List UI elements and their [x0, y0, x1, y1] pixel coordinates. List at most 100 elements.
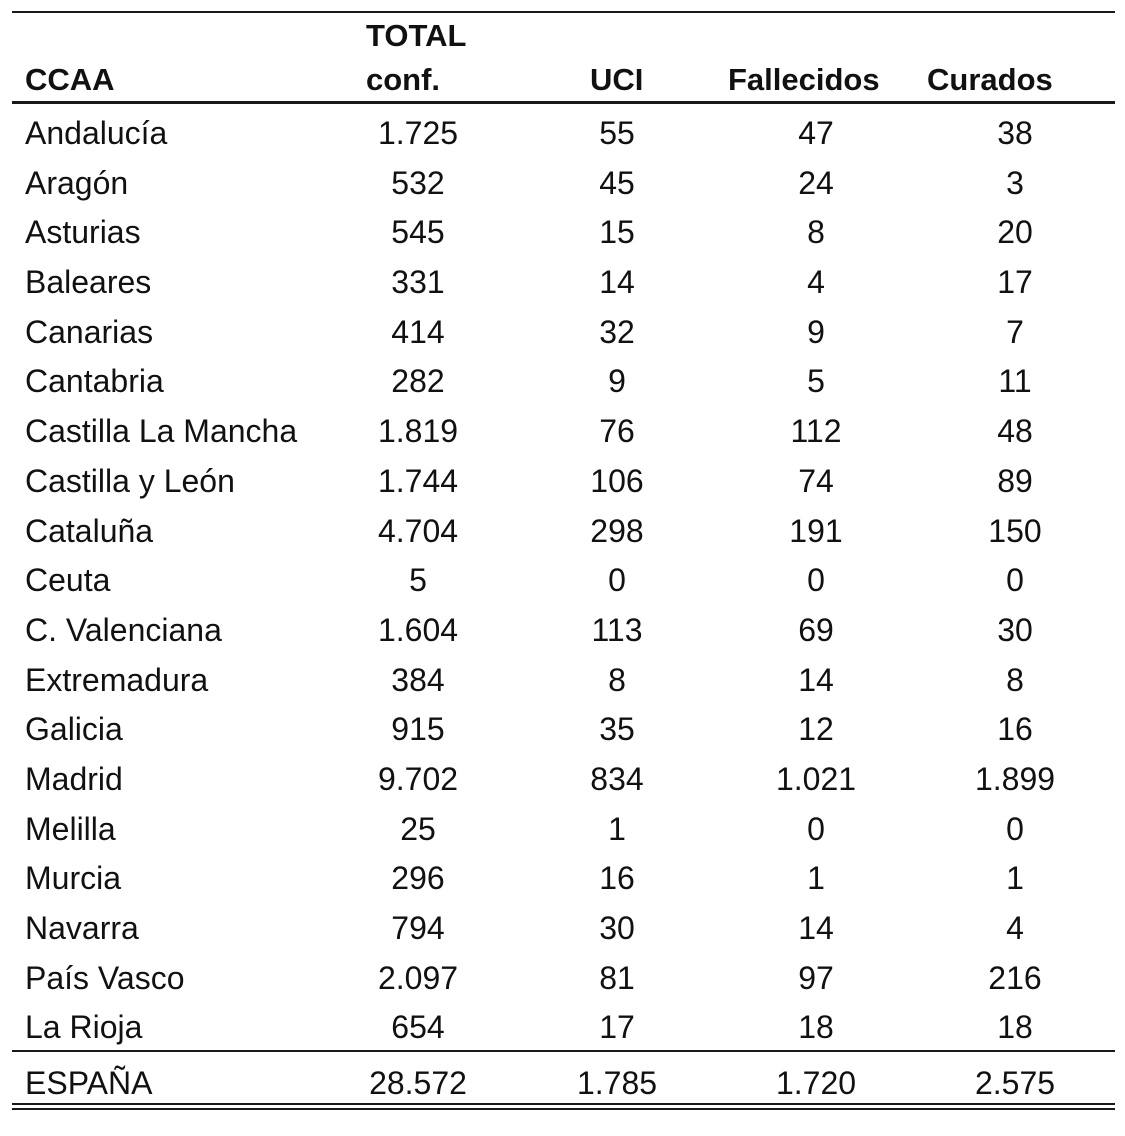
table-row: País Vasco 2.097 81 97 216 [0, 954, 1125, 1004]
table-row: Melilla 25 1 0 0 [0, 805, 1125, 855]
uci-cell: 0 [608, 562, 626, 599]
bottom-rule-upper [12, 1103, 1115, 1105]
curados-cell: 0 [1006, 562, 1024, 599]
header-rule [12, 101, 1115, 104]
total-confirmed-cell: 384 [391, 661, 445, 698]
ccaa-cell: Galicia [25, 711, 123, 748]
curados-cell: 20 [997, 214, 1033, 251]
curados-cell: 48 [997, 413, 1033, 450]
fallecidos-cell: 5 [807, 363, 825, 400]
curados-cell: 0 [1006, 810, 1024, 847]
total-confirmed-cell: 5 [409, 562, 427, 599]
curados-cell: 4 [1006, 910, 1024, 946]
fallecidos-cell: 47 [798, 115, 834, 151]
ccaa-cell: Ceuta [25, 562, 111, 599]
table-row: Madrid 9.702 834 1.021 1.899 [0, 755, 1125, 805]
fallecidos-cell: 18 [798, 1009, 834, 1046]
uci-cell: 14 [599, 264, 635, 301]
uci-cell: 45 [599, 164, 635, 201]
curados-cell: 11 [998, 363, 1032, 400]
header-fallecidos: Fallecidos [728, 62, 880, 97]
ccaa-cell: Aragón [25, 164, 129, 201]
header-uci: UCI [590, 62, 644, 97]
uci-cell: 1 [608, 810, 626, 847]
total-confirmed-cell: 1.604 [377, 611, 459, 648]
ccaa-cell: Cataluña [25, 512, 154, 549]
table-row: Canarias 414 32 9 7 [0, 308, 1125, 358]
fallecidos-cell: 0 [807, 810, 825, 847]
uci-cell: 834 [590, 760, 644, 797]
curados-cell: 18 [997, 1009, 1033, 1046]
ccaa-cell: Asturias [25, 214, 141, 251]
fallecidos-cell: 12 [798, 711, 834, 748]
uci-cell: 16 [599, 860, 635, 897]
total-confirmed-cell: 1.725 [377, 115, 459, 151]
uci-cell: 55 [599, 115, 635, 151]
ccaa-cell: Andalucía [25, 115, 168, 151]
uci-cell: 35 [599, 711, 635, 748]
uci-cell: 17 [599, 1009, 635, 1046]
curados-cell: 8 [1006, 661, 1024, 698]
ccaa-cell: C. Valenciana [25, 611, 222, 648]
total-confirmed-cell: 794 [391, 910, 445, 946]
uci-cell: 113 [591, 611, 643, 648]
curados-cell: 16 [997, 711, 1033, 748]
uci-cell: 81 [599, 959, 635, 996]
fallecidos-cell: 1.021 [775, 760, 857, 797]
total-fallecidos-cell: 1.720 [775, 1065, 857, 1101]
uci-cell: 30 [599, 910, 635, 946]
ccaa-cell: Castilla y León [25, 462, 235, 499]
fallecidos-cell: 191 [789, 512, 843, 549]
total-curados-cell: 2.575 [974, 1065, 1056, 1101]
total-confirmed-cell: 296 [391, 860, 445, 897]
table-row: Baleares 331 14 4 17 [0, 258, 1125, 308]
total-confirmed-cell: 654 [391, 1009, 445, 1046]
uci-cell: 106 [590, 462, 644, 499]
table-row: Cataluña 4.704 298 191 150 [0, 507, 1125, 557]
uci-cell: 76 [599, 413, 635, 450]
uci-cell: 32 [599, 313, 635, 350]
table-row: Galicia 915 35 12 16 [0, 705, 1125, 755]
total-uci-cell: 1.785 [576, 1065, 658, 1101]
header-total-line1: TOTAL [366, 18, 467, 53]
total-confirmed-cell: 4.704 [377, 512, 459, 549]
fallecidos-cell: 9 [807, 313, 825, 350]
curados-cell: 17 [997, 264, 1033, 301]
table-row: Asturias 545 15 8 20 [0, 208, 1125, 258]
curados-cell: 38 [997, 115, 1033, 151]
total-confirmed-cell: 25 [400, 810, 436, 847]
table-row: C. Valenciana 1.604 113 69 30 [0, 606, 1125, 656]
curados-cell: 3 [1006, 164, 1024, 201]
total-confirmed-cell: 331 [391, 264, 445, 301]
fallecidos-cell: 14 [798, 661, 834, 698]
ccaa-cell: Melilla [25, 810, 116, 847]
fallecidos-cell: 14 [798, 910, 834, 946]
ccaa-cell: Canarias [25, 313, 154, 350]
ccaa-cell: País Vasco [25, 959, 185, 996]
ccaa-cell: Castilla La Mancha [25, 413, 298, 450]
total-separator-rule [12, 1050, 1115, 1052]
table-row: La Rioja 654 17 18 18 [0, 1003, 1125, 1053]
total-confirmed-cell: 28.572 [369, 1065, 467, 1101]
curados-cell: 1 [1006, 860, 1024, 897]
total-confirmed-cell: 1.744 [377, 462, 459, 499]
curados-cell: 150 [988, 512, 1042, 549]
table-row: Aragón 532 45 24 3 [0, 159, 1125, 209]
bottom-rule-lower [12, 1108, 1115, 1110]
header-curados: Curados [927, 62, 1053, 97]
ccaa-cell: Extremadura [25, 661, 209, 698]
fallecidos-cell: 0 [807, 562, 825, 599]
curados-cell: 7 [1006, 313, 1024, 350]
table-row: Castilla La Mancha 1.819 76 112 48 [0, 407, 1125, 457]
curados-cell: 1.899 [974, 760, 1056, 797]
ccaa-cell: Madrid [25, 760, 123, 797]
curados-cell: 216 [988, 959, 1042, 996]
ccaa-cell: Navarra [25, 910, 139, 946]
header-ccaa: CCAA [25, 62, 115, 97]
total-confirmed-cell: 545 [391, 214, 445, 251]
table-top-rule [12, 11, 1115, 13]
fallecidos-cell: 97 [798, 959, 834, 996]
table-row: Murcia 296 16 1 1 [0, 854, 1125, 904]
table-row: Extremadura 384 8 14 8 [0, 656, 1125, 706]
